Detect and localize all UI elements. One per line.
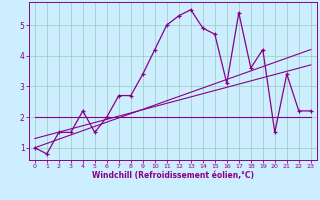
X-axis label: Windchill (Refroidissement éolien,°C): Windchill (Refroidissement éolien,°C) xyxy=(92,171,254,180)
